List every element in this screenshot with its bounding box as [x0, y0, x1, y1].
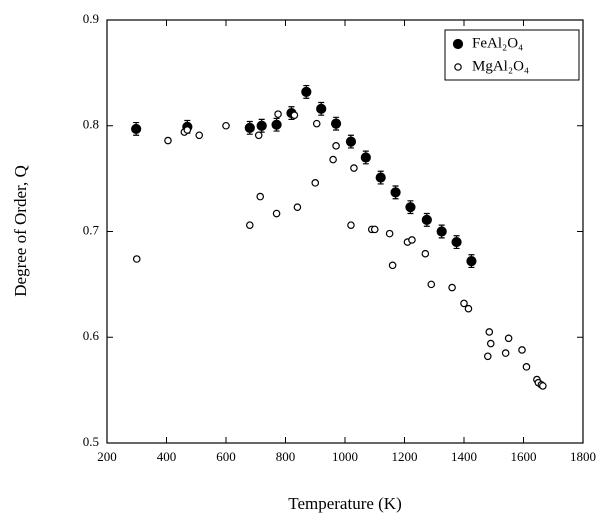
x-axis-title: Temperature (K)	[288, 494, 402, 513]
x-tick-label: 200	[97, 449, 117, 464]
legend-label: FeAl₂O₄	[472, 35, 523, 51]
data-point	[350, 164, 358, 172]
data-point	[451, 236, 462, 248]
data-point	[370, 225, 379, 234]
x-tick-label: 1400	[451, 449, 477, 464]
data-point	[485, 328, 494, 336]
data-point	[518, 346, 526, 354]
plot-frame	[106, 19, 584, 444]
data-point	[272, 209, 281, 218]
data-point	[405, 202, 416, 213]
data-point	[312, 119, 321, 128]
data-point	[195, 131, 204, 140]
data-point	[486, 339, 495, 348]
data-point	[256, 192, 265, 201]
data-point	[271, 119, 282, 130]
x-tick-label: 1000	[332, 449, 358, 464]
data-point	[131, 123, 142, 135]
data-point	[460, 299, 468, 308]
data-point	[408, 236, 416, 244]
x-tick-label: 800	[276, 449, 296, 464]
legend-marker	[454, 63, 462, 71]
data-point	[290, 111, 299, 119]
y-tick-label: 0.5	[83, 434, 99, 449]
data-point	[385, 229, 394, 238]
data-point	[390, 187, 401, 198]
y-tick-label: 0.6	[83, 328, 100, 343]
data-point	[329, 155, 337, 164]
data-point	[522, 363, 531, 371]
x-tick-label: 1800	[570, 449, 596, 464]
legend-label: MgAl₂O₄	[472, 58, 529, 74]
data-point	[375, 172, 386, 183]
x-tick-label: 1200	[392, 449, 418, 464]
data-point	[501, 349, 510, 357]
data-point	[436, 226, 447, 237]
legend-marker	[452, 38, 464, 50]
y-tick-label: 0.8	[83, 117, 99, 132]
data-point	[301, 86, 312, 98]
data-point	[183, 126, 192, 134]
x-tick-label: 600	[216, 449, 236, 464]
data-point	[316, 103, 327, 114]
data-point	[466, 256, 477, 267]
data-point	[244, 122, 255, 133]
data-point	[483, 352, 492, 361]
data-point	[421, 214, 432, 225]
data-point	[448, 283, 456, 292]
data-point	[332, 142, 340, 150]
data-point	[311, 179, 320, 187]
legend-box	[444, 29, 580, 81]
data-point	[388, 261, 397, 270]
data-point	[427, 280, 436, 289]
data-point	[421, 249, 430, 258]
y-tick-label: 0.7	[83, 222, 100, 237]
data-point	[360, 152, 371, 163]
x-tick-label: 400	[157, 449, 177, 464]
data-point	[330, 118, 342, 129]
data-point	[132, 255, 141, 263]
y-tick-label: 0.9	[83, 11, 99, 26]
data-point	[254, 131, 263, 140]
data-point	[293, 203, 302, 211]
data-point	[539, 382, 547, 390]
y-axis-title: Degree of Order, Q	[11, 165, 30, 296]
data-point	[164, 136, 172, 145]
data-point	[222, 121, 230, 130]
x-tick-label: 1600	[511, 449, 537, 464]
data-point	[504, 334, 513, 343]
data-point	[345, 136, 357, 147]
data-point	[274, 110, 282, 118]
data-point	[256, 120, 267, 131]
data-point	[347, 221, 355, 229]
data-point	[464, 304, 473, 313]
data-point	[246, 221, 254, 229]
